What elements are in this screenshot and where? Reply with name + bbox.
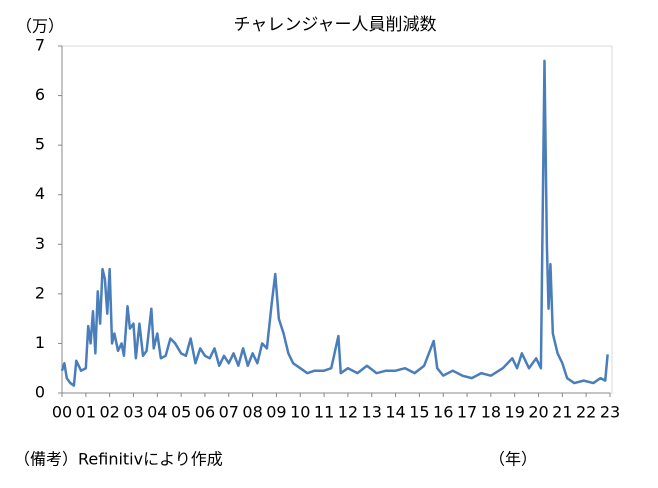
- x-tick-label: 10: [290, 403, 310, 422]
- x-tick-label: 04: [147, 403, 167, 422]
- y-tick-label: 3: [35, 234, 45, 253]
- x-tick-label: 08: [242, 403, 262, 422]
- y-tick-label: 7: [35, 36, 45, 55]
- x-tick-label: 20: [528, 403, 548, 422]
- y-tick-label: 5: [35, 135, 45, 154]
- x-tick-label: 18: [481, 403, 501, 422]
- x-axis-label: （年）: [489, 450, 537, 469]
- y-tick-label: 4: [35, 184, 45, 203]
- x-tick-label: 12: [338, 403, 358, 422]
- chart-title: チャレンジャー人員削減数: [234, 15, 437, 35]
- note: （備考）Refinitivにより作成: [14, 450, 223, 469]
- x-tick-label: 21: [552, 403, 572, 422]
- x-tick-label: 14: [385, 403, 405, 422]
- x-tick-label: 22: [576, 403, 596, 422]
- y-tick-label: 0: [35, 383, 45, 402]
- x-tick-label: 02: [99, 403, 119, 422]
- x-tick-label: 19: [505, 403, 525, 422]
- x-tick-label: 06: [195, 403, 215, 422]
- y-unit: （万）: [16, 17, 64, 36]
- x-tick-label: 23: [600, 403, 620, 422]
- y-tick-label: 6: [35, 85, 45, 104]
- x-tick-label: 17: [457, 403, 477, 422]
- series-line: [60, 59, 609, 387]
- x-tick-label: 13: [362, 403, 382, 422]
- x-tick-label: 00: [52, 403, 72, 422]
- x-tick-label: 03: [123, 403, 143, 422]
- x-tick-label: 15: [409, 403, 429, 422]
- x-tick-label: 11: [314, 403, 334, 422]
- x-tick-label: 01: [76, 403, 96, 422]
- y-tick-label: 1: [35, 333, 45, 352]
- x-tick-label: 05: [171, 403, 191, 422]
- y-tick-label: 2: [35, 283, 45, 302]
- x-tick-label: 09: [266, 403, 286, 422]
- x-tick-label: 16: [433, 403, 453, 422]
- x-tick-label: 07: [219, 403, 239, 422]
